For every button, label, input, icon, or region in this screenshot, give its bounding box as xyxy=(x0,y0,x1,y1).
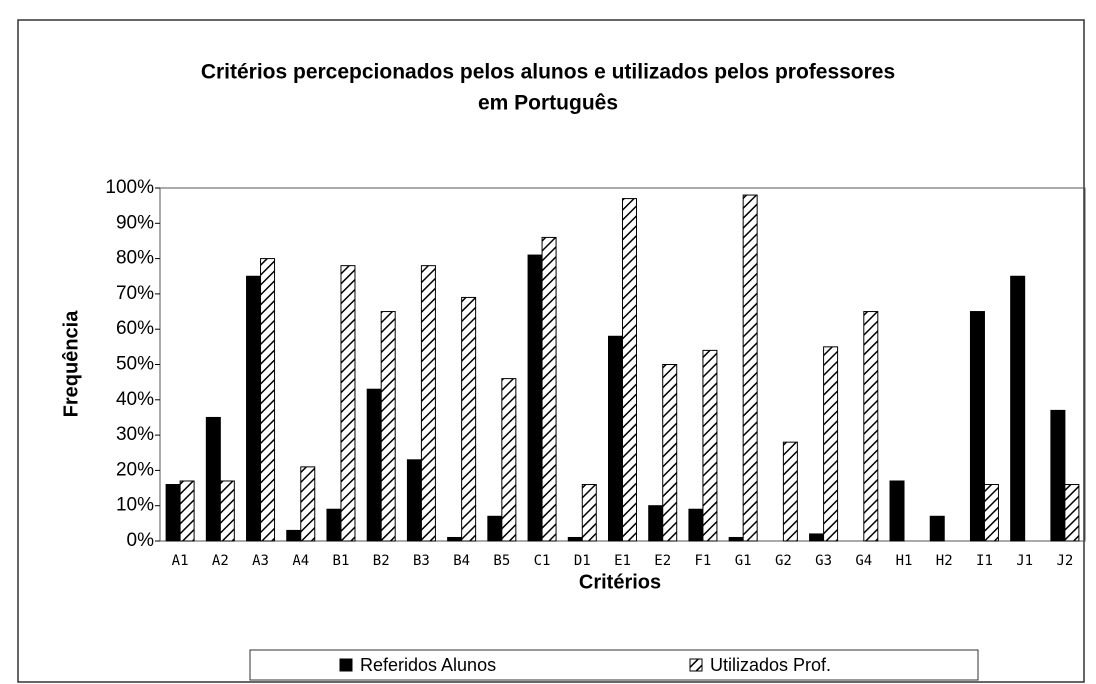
bar xyxy=(608,335,623,542)
y-tick-label: 50% xyxy=(116,354,154,375)
y-tick-label: 60% xyxy=(116,318,154,339)
bar xyxy=(581,484,597,542)
bar xyxy=(340,265,356,542)
bar xyxy=(420,265,436,542)
x-tick-label: D1 xyxy=(574,553,591,569)
bar xyxy=(1010,275,1026,542)
bar xyxy=(809,533,825,542)
y-axis-title: Frequência xyxy=(60,310,82,418)
bar xyxy=(179,480,195,542)
x-tick-label: E1 xyxy=(614,553,631,569)
bar xyxy=(648,505,664,542)
y-tick-label: 10% xyxy=(116,495,154,516)
bar xyxy=(380,311,396,542)
bar xyxy=(863,311,879,542)
x-tick-label: A3 xyxy=(252,553,269,569)
bar xyxy=(1064,484,1080,542)
bar xyxy=(527,254,543,542)
bar xyxy=(447,536,463,542)
bar xyxy=(260,258,276,542)
x-tick-label: B1 xyxy=(333,553,350,569)
chart-border xyxy=(17,19,1085,683)
bar xyxy=(286,529,302,542)
bar xyxy=(983,484,999,542)
x-tick-label: J2 xyxy=(1056,553,1073,569)
bar xyxy=(662,364,678,542)
y-tick-label: 80% xyxy=(116,248,154,269)
bar xyxy=(461,296,477,542)
x-tick-label: G2 xyxy=(775,553,792,569)
y-tick-label: 0% xyxy=(127,530,155,551)
bar xyxy=(969,311,985,542)
bar xyxy=(165,484,181,542)
x-tick-label: G3 xyxy=(815,553,832,569)
chart-title: em Português xyxy=(478,92,618,115)
bar xyxy=(406,459,422,542)
x-tick-label: B5 xyxy=(493,553,510,569)
legend-box xyxy=(249,649,979,681)
x-tick-label: A2 xyxy=(212,553,229,569)
bar xyxy=(205,416,221,542)
x-tick-label: C1 xyxy=(534,553,551,569)
chart-title: Critérios percepcionados pelos alunos e … xyxy=(201,61,895,84)
x-tick-label: A1 xyxy=(172,553,189,569)
bar xyxy=(567,536,583,542)
x-tick-label: B2 xyxy=(373,553,390,569)
y-tick-label: 90% xyxy=(116,212,154,233)
x-axis-title: Critérios xyxy=(579,571,661,593)
y-tick-label: 100% xyxy=(105,177,154,198)
bar xyxy=(219,480,235,542)
y-tick-label: 70% xyxy=(116,283,154,304)
x-tick-label: B4 xyxy=(453,553,470,569)
y-tick-label: 20% xyxy=(116,459,154,480)
bar xyxy=(326,508,342,542)
bar xyxy=(889,480,905,542)
bar xyxy=(688,508,704,542)
bar xyxy=(622,198,637,542)
bar xyxy=(728,536,744,542)
x-tick-label: E2 xyxy=(654,553,671,569)
bar xyxy=(366,388,382,542)
legend-swatch xyxy=(339,658,353,672)
bar xyxy=(929,515,945,542)
x-tick-label: H2 xyxy=(936,553,953,569)
legend-label: Utilizados Prof. xyxy=(710,655,831,675)
bar xyxy=(1050,409,1066,542)
bar xyxy=(487,515,503,542)
x-tick-label: G1 xyxy=(735,553,752,569)
legend-label: Referidos Alunos xyxy=(360,655,496,675)
bar xyxy=(782,441,798,542)
x-tick-label: G4 xyxy=(855,553,872,569)
x-tick-label: J1 xyxy=(1016,553,1033,569)
x-tick-label: H1 xyxy=(896,553,913,569)
x-tick-label: I1 xyxy=(976,553,993,569)
bar xyxy=(823,346,839,542)
bar xyxy=(702,349,718,542)
x-tick-label: F1 xyxy=(695,553,712,569)
bar xyxy=(501,378,517,542)
x-tick-label: A4 xyxy=(292,553,309,569)
bar xyxy=(742,194,758,542)
y-tick-label: 30% xyxy=(116,424,154,445)
bar xyxy=(300,466,316,542)
bar xyxy=(246,275,262,542)
x-tick-label: B3 xyxy=(413,553,430,569)
legend-swatch xyxy=(689,658,703,672)
bar xyxy=(541,236,557,542)
y-tick-label: 40% xyxy=(116,389,154,410)
